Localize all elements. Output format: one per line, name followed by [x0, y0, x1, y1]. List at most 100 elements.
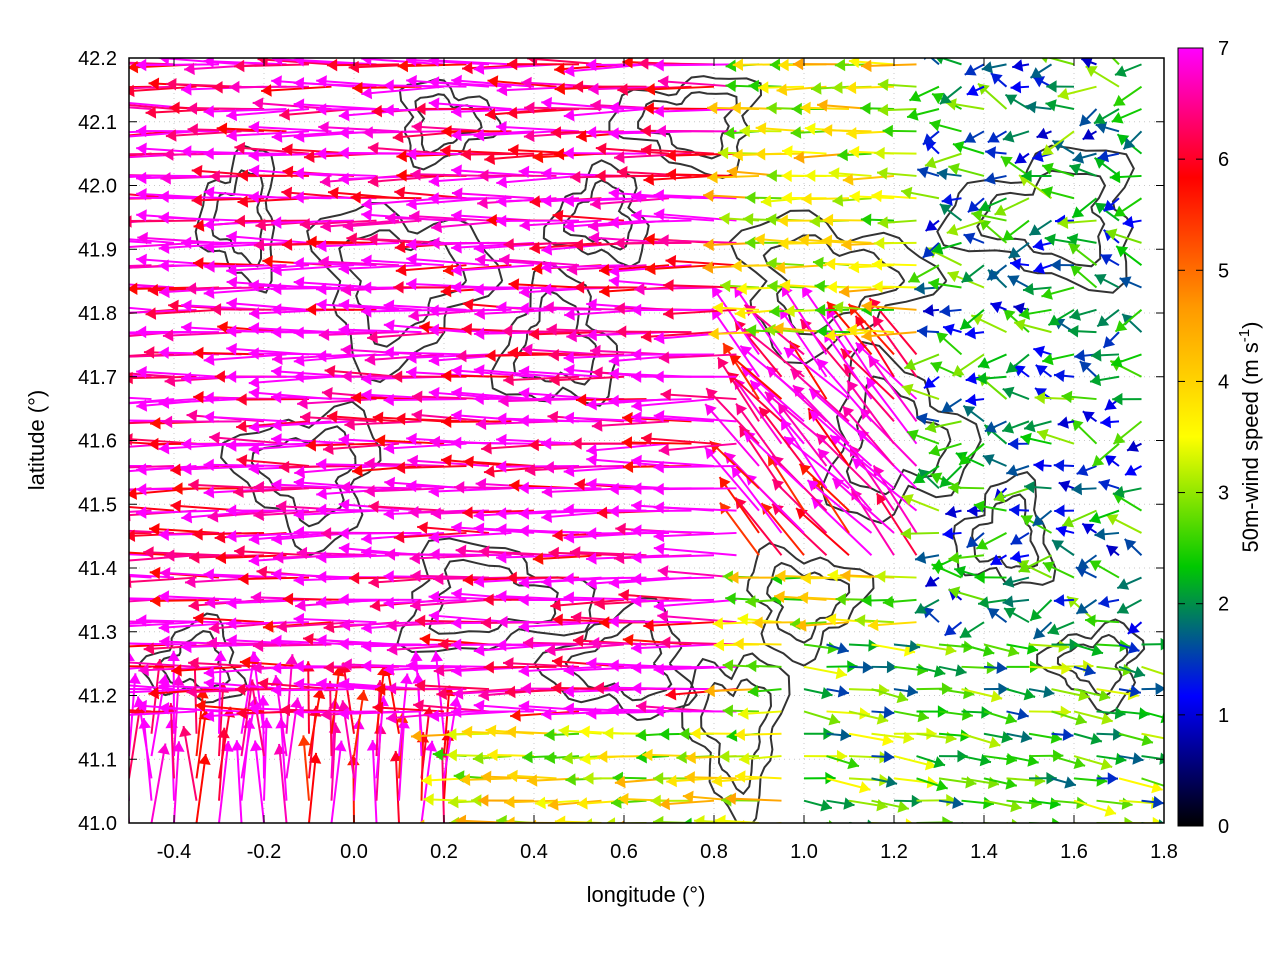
- wind-vector: [261, 84, 332, 97]
- wind-vector: [397, 59, 467, 73]
- wind-vector: [665, 254, 737, 268]
- wind-vector: [719, 750, 760, 763]
- wind-vector: [478, 545, 557, 558]
- x-tick-label: -0.2: [247, 841, 281, 863]
- wind-vector: [129, 642, 197, 646]
- x-tick-label: 1.8: [1150, 841, 1178, 863]
- wind-vector: [951, 353, 985, 377]
- wind-vector: [203, 147, 287, 160]
- wind-vector: [316, 298, 400, 312]
- y-tick-label: 41.6: [78, 431, 117, 453]
- wind-vector: [1141, 665, 1164, 676]
- wind-vector: [497, 615, 580, 629]
- contour-line: [1036, 618, 1146, 716]
- wind-vector: [474, 307, 557, 320]
- wind-vector: [372, 701, 445, 715]
- wind-vector: [193, 257, 265, 270]
- wind-vector: [394, 186, 467, 200]
- wind-vector: [1051, 710, 1088, 726]
- wind-vector: [192, 528, 265, 541]
- wind-vector: [754, 233, 805, 246]
- wind-vector: [760, 502, 805, 556]
- wind-vector: [463, 455, 535, 469]
- colorbar-tick-label: 7: [1218, 38, 1229, 60]
- x-tick-label: 0.0: [340, 841, 368, 863]
- wind-vector: [948, 163, 985, 177]
- wind-vector: [778, 237, 827, 250]
- wind-vector: [495, 639, 580, 652]
- wind-vector: [563, 572, 647, 585]
- wind-vector: [129, 505, 175, 512]
- wind-vector: [981, 61, 1007, 74]
- wind-vector: [394, 461, 467, 474]
- wind-vector: [293, 326, 377, 339]
- wind-vector: [1013, 364, 1030, 378]
- wind-vector: [1105, 228, 1142, 244]
- wind-vector: [1032, 621, 1053, 640]
- wind-vector: [1025, 101, 1052, 114]
- wind-vector: [803, 665, 848, 680]
- wind-vector: [1096, 707, 1126, 720]
- wind-vector: [936, 167, 962, 181]
- wind-vector: [361, 85, 445, 100]
- wind-vector: [1096, 752, 1127, 766]
- wind-vector: [1041, 130, 1075, 157]
- wind-vector: [1071, 418, 1098, 445]
- wind-vector: [1057, 85, 1097, 101]
- wind-vector: [1010, 550, 1030, 563]
- wind-vector: [203, 105, 287, 118]
- wind-vector: [734, 728, 782, 741]
- wind-vector: [129, 650, 135, 734]
- wind-vector: [922, 304, 940, 317]
- wind-vector: [901, 383, 940, 401]
- wind-vector: [966, 84, 985, 96]
- colorbar-tick-label: 2: [1218, 594, 1229, 616]
- colorbar-tick-label: 6: [1218, 149, 1229, 171]
- wind-vector: [293, 257, 377, 270]
- wind-vector: [451, 128, 535, 142]
- wind-vector: [588, 231, 670, 245]
- wind-vector: [257, 58, 332, 67]
- wind-vector: [847, 303, 895, 356]
- wind-vector: [129, 573, 175, 579]
- wind-vector: [1028, 662, 1072, 675]
- wind-vector: [826, 755, 860, 770]
- wind-vector: [348, 571, 422, 585]
- wind-vector: [272, 551, 355, 564]
- wind-vector: [1051, 822, 1079, 823]
- wind-vector: [129, 354, 130, 356]
- wind-vector: [129, 85, 175, 90]
- wind-vector: [129, 575, 152, 579]
- wind-vector: [473, 128, 557, 142]
- wind-vector: [783, 435, 850, 490]
- wind-vector: [877, 103, 917, 117]
- wind-vector: [914, 551, 940, 564]
- wind-vector: [745, 324, 782, 337]
- wind-vector: [129, 598, 152, 603]
- wind-vector: [383, 299, 467, 312]
- wind-vector: [824, 329, 872, 342]
- wind-vector: [528, 327, 602, 341]
- wind-vector: [129, 196, 197, 200]
- wind-vector: [840, 347, 895, 400]
- wind-vector: [226, 230, 310, 244]
- wind-vector: [338, 323, 422, 337]
- wind-vector: [148, 523, 220, 536]
- wind-vector: [743, 430, 805, 490]
- wind-vector: [653, 482, 737, 496]
- wind-vector: [1029, 63, 1053, 79]
- wind-vector: [1012, 59, 1030, 72]
- wind-vector: [461, 725, 512, 739]
- wind-vector: [1041, 58, 1075, 66]
- wind-vector: [1119, 276, 1142, 289]
- wind-vector: [1093, 108, 1120, 125]
- wind-vector: [1061, 390, 1097, 404]
- wind-vector: [338, 298, 422, 312]
- wind-vector: [938, 796, 964, 809]
- wind-vector: [1035, 364, 1053, 378]
- wind-vector: [1003, 607, 1030, 624]
- wind-vector: [1141, 637, 1164, 651]
- wind-vector: [893, 640, 921, 653]
- wind-vector: [916, 665, 946, 678]
- wind-vector: [1079, 108, 1098, 127]
